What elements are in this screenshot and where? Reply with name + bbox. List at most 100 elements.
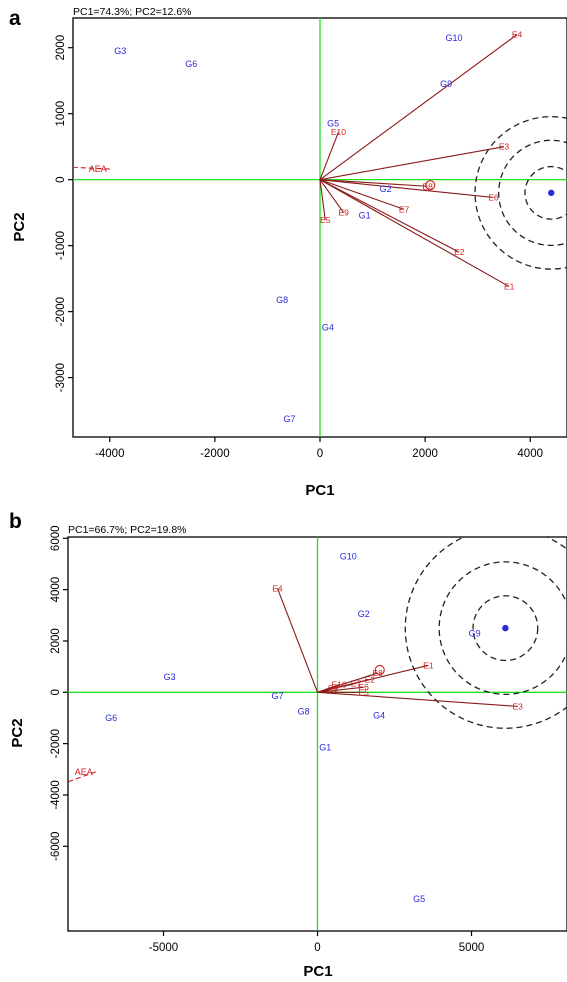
y-axis-title-a: PC2 <box>11 212 28 241</box>
x-tick-label: -5000 <box>149 942 178 954</box>
environment-vector-e3 <box>319 146 505 181</box>
environment-label-e7: E7 <box>399 204 410 214</box>
environment-vector-e6 <box>317 686 364 693</box>
genotype-label-g1: G1 <box>359 210 371 220</box>
environment-vector-e9 <box>319 179 345 213</box>
y-tick-label: 4000 <box>50 577 62 603</box>
x-tick-label: 2000 <box>412 448 438 460</box>
x-tick-label: 0 <box>314 942 320 954</box>
y-tick-label: 0 <box>50 689 62 695</box>
environment-label-e2: E2 <box>454 247 465 257</box>
y-tick-label: -2000 <box>55 297 67 326</box>
environment-vector-e3 <box>317 691 518 707</box>
environment-label-e1: E1 <box>504 282 515 292</box>
environment-vector-e2 <box>319 179 460 253</box>
ideal-point <box>548 189 555 197</box>
y-tick-label: -2000 <box>50 729 62 758</box>
genotype-label-g4: G4 <box>373 710 385 720</box>
environment-label-e7: E7 <box>351 678 362 688</box>
y-tick-label: -6000 <box>50 832 62 861</box>
x-tick-label: 5000 <box>459 942 485 954</box>
environment-label-e10: E10 <box>331 680 346 690</box>
environment-vector-e4 <box>276 588 319 693</box>
aea-line <box>68 771 96 783</box>
genotype-label-g7: G7 <box>284 414 296 424</box>
environment-label-e3: E3 <box>513 701 524 711</box>
genotype-label-g8: G8 <box>298 707 310 717</box>
environment-label-e3: E3 <box>499 142 510 152</box>
genotype-label-g3: G3 <box>164 672 176 682</box>
x-axis-title-a: PC1 <box>305 482 334 499</box>
x-axis-title-b: PC1 <box>303 963 332 980</box>
y-axis-ticks-b: 6000 4000 2000 0 -2000 -4000 -6000 <box>50 525 68 861</box>
y-tick-label: -1000 <box>55 231 67 260</box>
y-tick-label: 0 <box>55 176 67 182</box>
variance-note-a: PC1=74.3%; PC2=12.6% <box>73 6 192 18</box>
y-tick-label: 2000 <box>50 628 62 654</box>
environment-label-e10: E10 <box>331 127 346 137</box>
environment-label-e5: E5 <box>359 687 370 697</box>
x-tick-label: 4000 <box>517 448 543 460</box>
environment-vector-e5 <box>319 179 326 220</box>
environment-label-e6: E6 <box>488 192 499 202</box>
y-tick-label: -3000 <box>55 363 67 392</box>
genotype-label-g6: G6 <box>185 59 197 69</box>
environment-vector-e8 <box>319 179 428 187</box>
environment-vector-e7 <box>319 179 405 210</box>
y-tick-label: 2000 <box>55 35 67 61</box>
environment-vector-e6 <box>319 179 494 199</box>
ideal-circle <box>498 139 567 247</box>
environment-label-e5: E5 <box>320 215 331 225</box>
x-tick-label: 0 <box>317 448 323 460</box>
ideal-circle <box>404 537 567 729</box>
x-tick-label: -2000 <box>200 448 229 460</box>
ideal-circle <box>524 165 567 220</box>
environment-label-e9: E9 <box>328 683 339 693</box>
environment-label-e8: E8 <box>423 181 434 191</box>
genotype-label-g2: G2 <box>380 184 392 194</box>
y-tick-label: 1000 <box>55 101 67 127</box>
environment-vector-e1 <box>319 179 510 288</box>
genotype-label-g10: G10 <box>446 33 463 43</box>
environment-label-e6: E6 <box>359 682 370 692</box>
genotype-label-g6: G6 <box>105 713 117 723</box>
genotype-label-g8: G8 <box>276 295 288 305</box>
x-axis-ticks-b: -5000 0 5000 <box>149 931 485 954</box>
panel-letter-a: a <box>9 7 21 30</box>
x-tick-label: -4000 <box>95 448 124 460</box>
genotype-label-g10: G10 <box>340 551 357 561</box>
biplot-panel-b: b PC1=66.7%; PC2=19.8% E1E2E3E4E5E6E7E8E… <box>9 510 567 980</box>
genotype-label-g1: G1 <box>319 742 331 752</box>
panel-letter-b: b <box>9 510 22 533</box>
environment-vector-e4 <box>319 34 518 181</box>
aea-mean-marker <box>374 664 385 676</box>
genotype-label-g7: G7 <box>271 691 283 701</box>
environment-label-e9: E9 <box>338 208 349 218</box>
y-axis-title-b: PC2 <box>9 718 26 747</box>
environment-vector-e10 <box>319 131 339 180</box>
aea-label: AEA <box>89 164 107 174</box>
plot-area-a: E1 E2 E3 E4 E5 E6 E7 E8 E9 E10 AEA G1 G2 G3 G4 G5 G6 G7 G8… <box>73 18 567 437</box>
y-tick-label: 6000 <box>50 525 62 551</box>
biplot-panel-a: a PC1=74.3%; PC2=12.6% E1E2E3E4E5E6E7E8E… <box>9 6 567 499</box>
genotype-label-g5: G5 <box>413 894 425 904</box>
y-tick-label: -4000 <box>50 780 62 809</box>
environment-label-e8: E8 <box>372 668 383 678</box>
genotype-label-g9: G9 <box>469 628 481 638</box>
environment-vector-e10 <box>317 684 340 693</box>
genotype-label-g2: G2 <box>358 609 370 619</box>
genotype-label-g5: G5 <box>327 119 339 129</box>
environment-label-e1: E1 <box>423 660 434 670</box>
aea-label: AEA <box>75 767 93 777</box>
genotype-label-g3: G3 <box>114 46 126 56</box>
genotype-label-g4: G4 <box>322 322 334 332</box>
y-axis-ticks-a: 2000 1000 0 -1000 -2000 -3000 <box>55 35 73 392</box>
environment-label-e2: E2 <box>365 674 376 684</box>
environment-label-e4: E4 <box>512 29 523 39</box>
aea-mean-marker <box>425 180 436 191</box>
environment-label-e4: E4 <box>272 583 283 593</box>
ideal-circle <box>438 561 567 695</box>
x-axis-ticks-a: -4000 -2000 0 2000 4000 <box>95 437 543 460</box>
